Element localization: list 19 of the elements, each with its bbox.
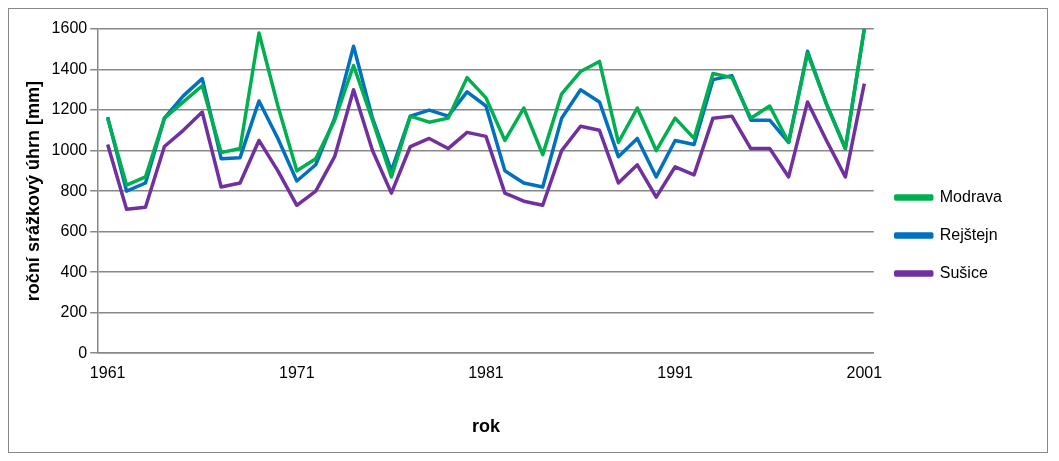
y-tick-label: 400 [60,262,88,280]
x-tick-label: 1971 [279,364,315,382]
x-tick-label: 1961 [89,364,126,382]
x-tick-label: 2001 [846,364,883,382]
y-tick-label: 1600 [51,19,88,37]
y-tick-label: 1000 [51,140,88,158]
legend-label: Rejštejn [939,225,998,243]
y-tick-label: 200 [60,303,88,321]
y-tick-label: 600 [60,222,88,240]
y-tick-label: 800 [60,181,88,199]
legend-label: Sušice [939,263,988,281]
legend-label: Modrava [939,187,1003,205]
y-tick-label: 0 [78,343,88,361]
x-tick-label: 1991 [657,364,694,382]
y-tick-label: 1200 [51,100,88,118]
x-axis-title: rok [471,416,501,437]
x-tick-label: 1981 [468,364,504,382]
y-axis-title: roční srážkový úhrn [mm] [22,81,43,302]
y-tick-label: 1400 [51,59,88,77]
